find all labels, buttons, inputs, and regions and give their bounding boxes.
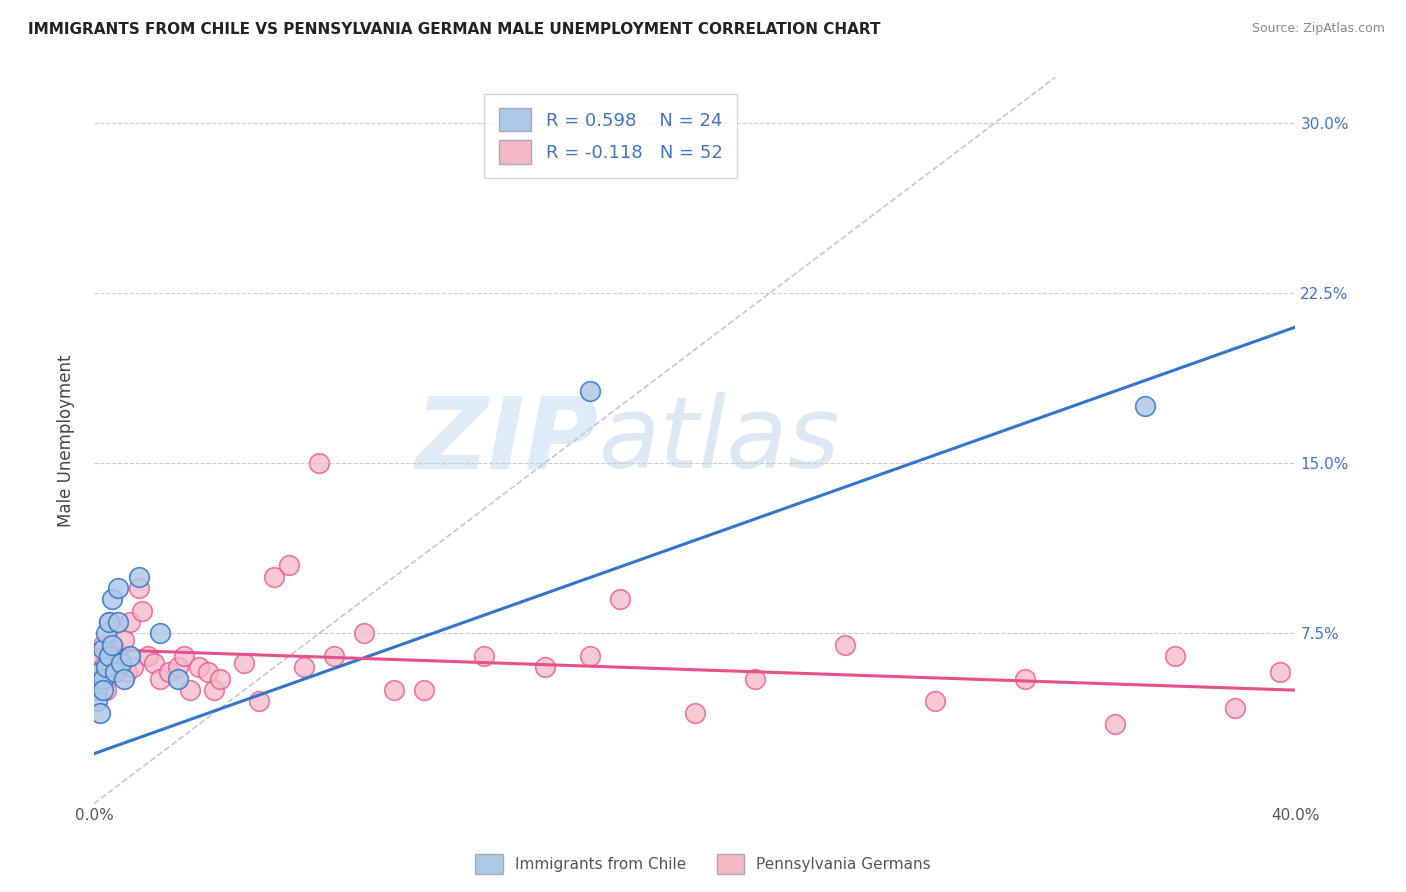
- Point: [179, 683, 201, 698]
- Point: [101, 592, 124, 607]
- Text: ZIP: ZIP: [416, 392, 599, 489]
- Y-axis label: Male Unemployment: Male Unemployment: [58, 354, 75, 527]
- Point: [308, 456, 330, 470]
- Point: [683, 706, 706, 720]
- Point: [110, 656, 132, 670]
- Point: [924, 694, 946, 708]
- Point: [94, 683, 117, 698]
- Point: [143, 656, 166, 670]
- Point: [97, 615, 120, 629]
- Point: [107, 615, 129, 629]
- Legend: R = 0.598    N = 24, R = -0.118   N = 52: R = 0.598 N = 24, R = -0.118 N = 52: [484, 94, 737, 178]
- Point: [86, 665, 108, 679]
- Point: [202, 683, 225, 698]
- Point: [128, 570, 150, 584]
- Point: [382, 683, 405, 698]
- Point: [173, 649, 195, 664]
- Point: [474, 649, 496, 664]
- Point: [136, 649, 159, 664]
- Point: [107, 649, 129, 664]
- Point: [247, 694, 270, 708]
- Point: [104, 642, 127, 657]
- Point: [323, 649, 346, 664]
- Point: [609, 592, 631, 607]
- Text: IMMIGRANTS FROM CHILE VS PENNSYLVANIA GERMAN MALE UNEMPLOYMENT CORRELATION CHART: IMMIGRANTS FROM CHILE VS PENNSYLVANIA GE…: [28, 22, 880, 37]
- Point: [122, 660, 145, 674]
- Point: [1014, 672, 1036, 686]
- Point: [118, 615, 141, 629]
- Point: [233, 656, 256, 670]
- Point: [209, 672, 232, 686]
- Point: [101, 656, 124, 670]
- Point: [97, 649, 120, 664]
- Point: [1164, 649, 1187, 664]
- Text: Source: ZipAtlas.com: Source: ZipAtlas.com: [1251, 22, 1385, 36]
- Point: [167, 660, 190, 674]
- Point: [413, 683, 436, 698]
- Point: [578, 384, 600, 398]
- Point: [131, 604, 153, 618]
- Point: [1135, 400, 1157, 414]
- Point: [578, 649, 600, 664]
- Point: [94, 626, 117, 640]
- Point: [89, 649, 111, 664]
- Point: [292, 660, 315, 674]
- Point: [1225, 701, 1247, 715]
- Point: [115, 665, 138, 679]
- Point: [94, 660, 117, 674]
- Point: [97, 615, 120, 629]
- Point: [107, 581, 129, 595]
- Point: [91, 642, 114, 657]
- Point: [128, 581, 150, 595]
- Point: [112, 633, 135, 648]
- Point: [744, 672, 766, 686]
- Point: [278, 558, 301, 573]
- Point: [89, 672, 111, 686]
- Point: [101, 638, 124, 652]
- Point: [167, 672, 190, 686]
- Point: [1270, 665, 1292, 679]
- Point: [157, 665, 180, 679]
- Point: [86, 683, 108, 698]
- Point: [149, 672, 172, 686]
- Point: [149, 626, 172, 640]
- Point: [263, 570, 285, 584]
- Point: [834, 638, 856, 652]
- Point: [104, 665, 127, 679]
- Point: [533, 660, 555, 674]
- Point: [353, 626, 375, 640]
- Point: [112, 672, 135, 686]
- Legend: Immigrants from Chile, Pennsylvania Germans: Immigrants from Chile, Pennsylvania Germ…: [470, 848, 936, 880]
- Point: [118, 649, 141, 664]
- Point: [91, 672, 114, 686]
- Point: [110, 660, 132, 674]
- Point: [91, 638, 114, 652]
- Point: [197, 665, 219, 679]
- Point: [188, 660, 211, 674]
- Point: [89, 665, 111, 679]
- Text: atlas: atlas: [599, 392, 841, 489]
- Point: [91, 660, 114, 674]
- Point: [91, 683, 114, 698]
- Point: [89, 706, 111, 720]
- Point: [97, 665, 120, 679]
- Point: [86, 694, 108, 708]
- Point: [1104, 717, 1126, 731]
